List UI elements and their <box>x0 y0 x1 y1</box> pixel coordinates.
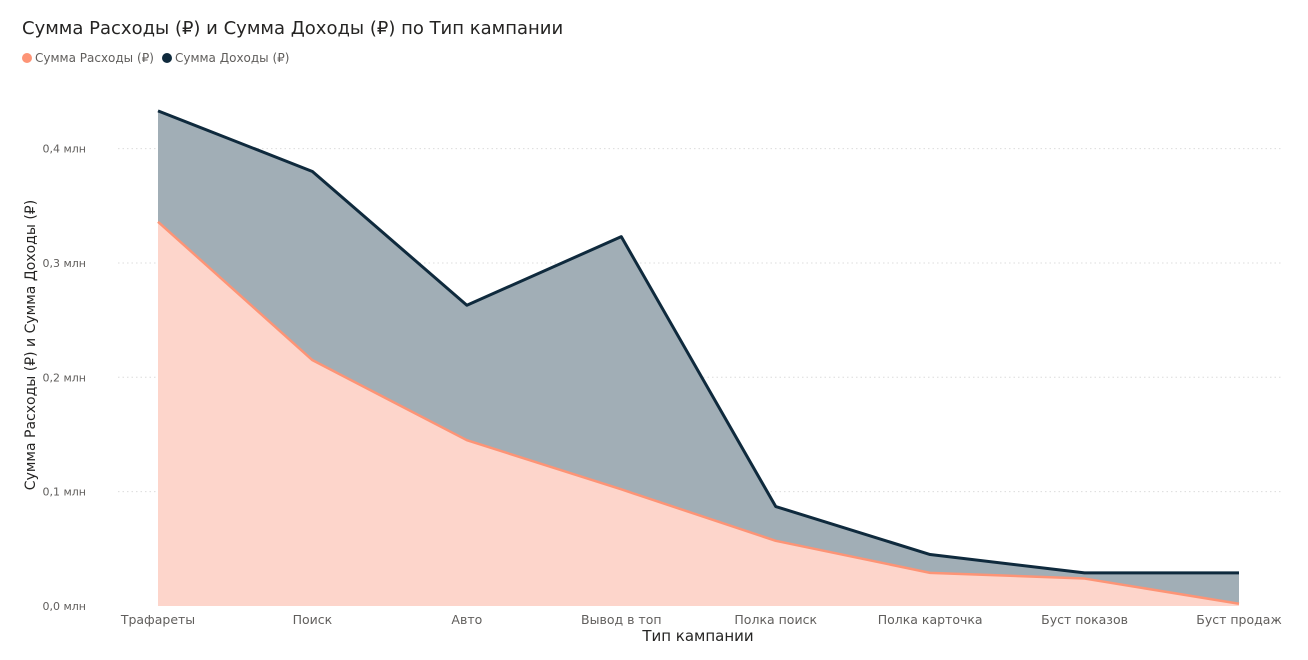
y-tick-label: 0,2 млн <box>42 371 86 384</box>
legend-label-expenses: Сумма Расходы (₽) <box>35 51 154 65</box>
x-tick-label: Трафареты <box>120 612 195 627</box>
income-line <box>157 109 1239 575</box>
expenses-area <box>158 221 1239 606</box>
y-tick-label: 0,3 млн <box>42 257 86 270</box>
y-tick-label: 0,1 млн <box>42 486 86 499</box>
chart-title: Сумма Расходы (₽) и Сумма Доходы (₽) по … <box>22 18 564 39</box>
x-tick-label: Поиск <box>293 612 333 627</box>
y-tick-label: 0,4 млн <box>42 143 86 156</box>
chart-legend: Сумма Расходы (₽) Сумма Доходы (₽) <box>22 51 289 65</box>
legend-label-income: Сумма Доходы (₽) <box>174 51 290 65</box>
x-tick-label: Буст показов <box>1041 612 1128 627</box>
x-tick-label: Полка карточка <box>878 612 983 627</box>
x-tick-label: Буст продаж <box>1196 612 1281 627</box>
legend-marker-expenses <box>22 53 32 63</box>
x-tick-label: Авто <box>451 612 482 627</box>
y-axis-title: Сумма Расходы (₽) и Сумма Доходы (₽) <box>23 199 39 491</box>
x-tick-label: Вывод в топ <box>581 612 662 627</box>
legend-item-income[interactable]: Сумма Доходы (₽) <box>161 51 290 65</box>
x-tick-label: Полка поиск <box>734 612 817 627</box>
legend-marker-income <box>161 53 172 63</box>
x-axis-title: Тип кампании <box>642 627 754 645</box>
expenses-line <box>157 220 1240 605</box>
y-axis-ticks: 0,0 млн 0,1 млн 0,2 млн 0,3 млн 0,4 млн <box>42 143 86 613</box>
x-axis-ticks: Трафареты Поиск Авто Вывод в топ Полка поиск… <box>120 612 1282 627</box>
y-tick-label: 0,0 млн <box>42 600 86 613</box>
legend-item-expenses[interactable]: Сумма Расходы (₽) <box>22 51 154 65</box>
series-areas <box>157 109 1240 607</box>
